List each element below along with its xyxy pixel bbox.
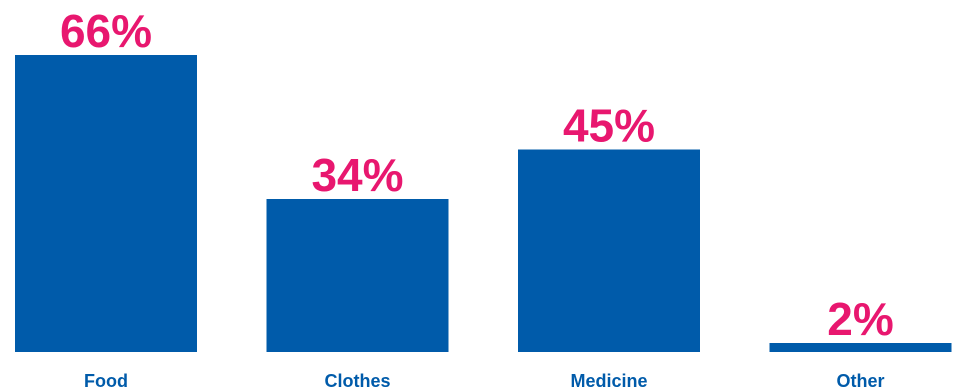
value-labels-layer: 66% 34% 45% 2% <box>60 5 894 345</box>
bar-medicine <box>518 149 700 352</box>
category-label-food: Food <box>84 371 128 391</box>
category-label-other: Other <box>836 371 884 391</box>
value-label-food: 66% <box>60 5 152 57</box>
bar-food <box>15 55 197 352</box>
category-label-medicine: Medicine <box>570 371 647 391</box>
bars-layer <box>15 55 952 352</box>
category-label-clothes: Clothes <box>324 371 390 391</box>
category-labels-layer: Food Clothes Medicine Other <box>84 371 885 391</box>
bar-clothes <box>266 199 449 352</box>
value-label-clothes: 34% <box>311 149 403 201</box>
bar-other <box>769 343 952 352</box>
value-label-medicine: 45% <box>563 100 655 152</box>
value-label-other: 2% <box>827 293 893 345</box>
